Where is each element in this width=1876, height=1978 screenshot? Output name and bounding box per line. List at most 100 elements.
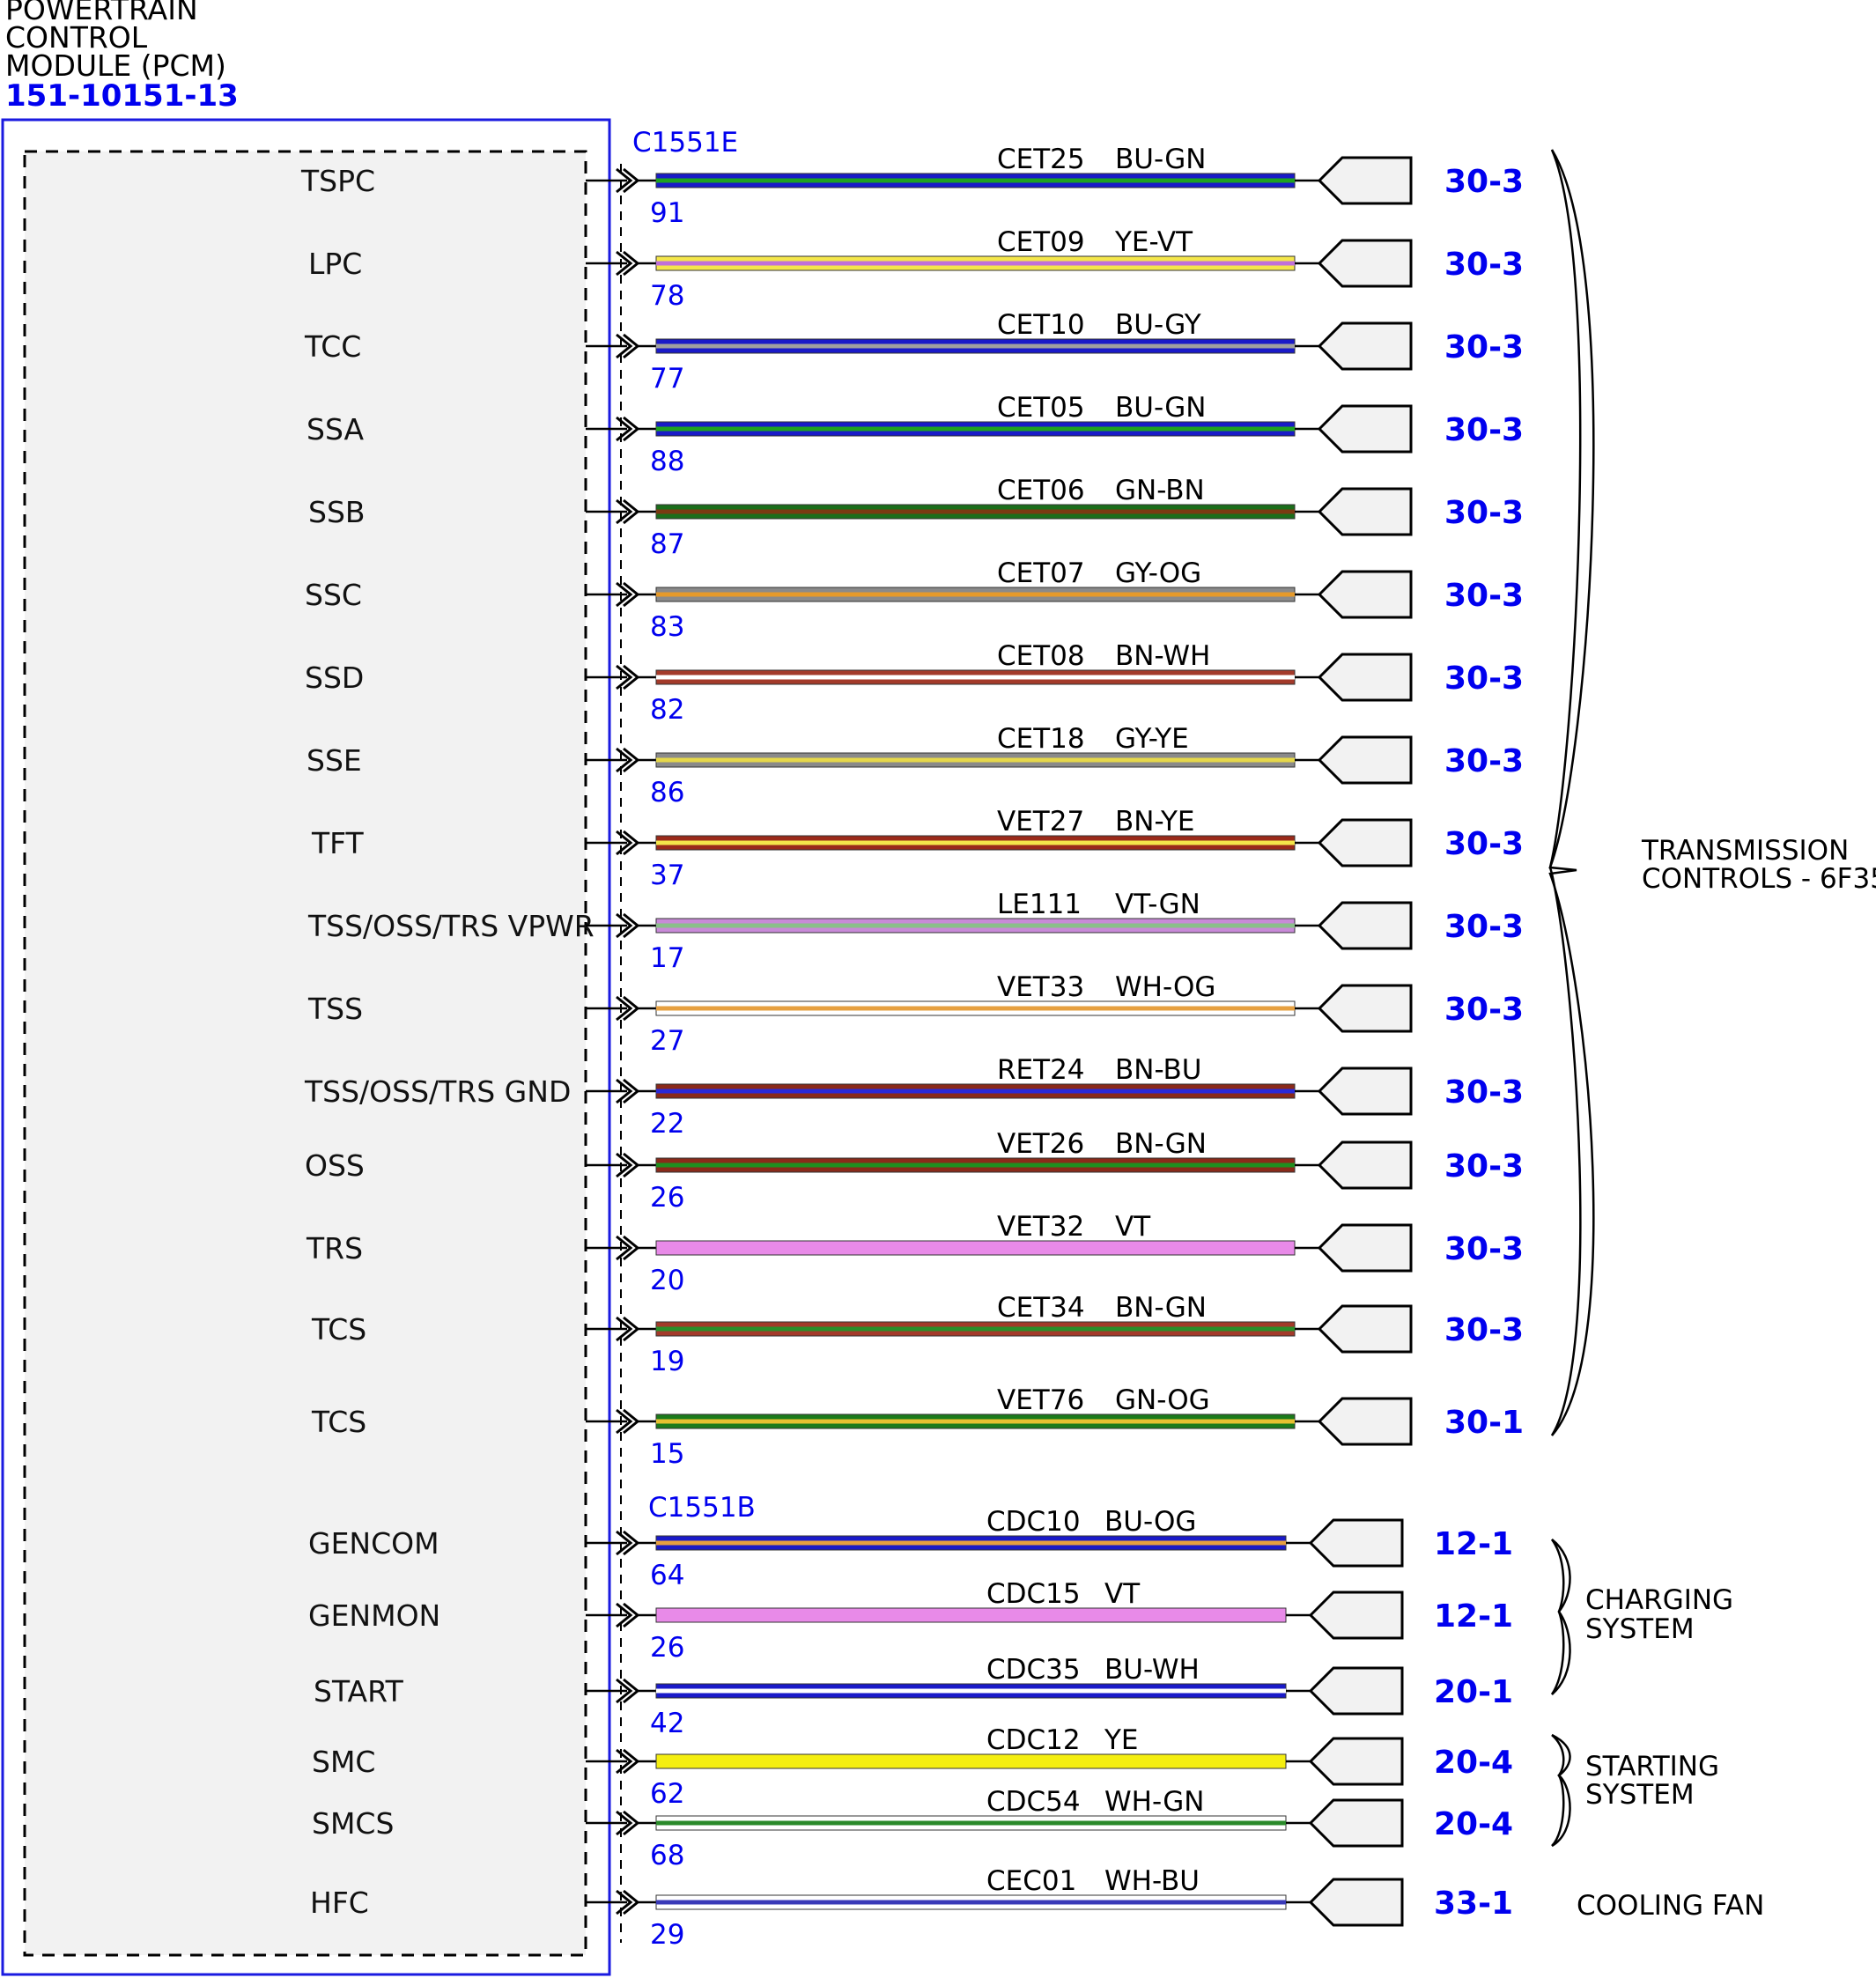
module-header: POWERTRAIN CONTROL MODULE (PCM) 151-1015… [5, 0, 239, 114]
pin-number: 64 [650, 1560, 684, 1591]
page-reference[interactable]: 30-3 [1444, 578, 1524, 614]
circuit-id: CET08 [997, 640, 1085, 672]
pin-label: TCS [311, 1405, 366, 1439]
wire-row: TCS 19 CET34 BN-GN 30-3 [311, 1292, 1524, 1377]
circuit-id: VET26 [997, 1128, 1084, 1160]
circuit-id: CEC01 [986, 1865, 1076, 1897]
pin-label: TCS [311, 1312, 366, 1347]
pin-number: 87 [650, 528, 684, 560]
page-reference[interactable]: 30-3 [1444, 1231, 1524, 1267]
connector-plug-icon [1317, 570, 1413, 619]
module-title-line: POWERTRAIN [5, 0, 198, 26]
circuit-id: CET09 [997, 226, 1085, 258]
circuit-id: CET06 [997, 475, 1085, 506]
pin-number: 20 [650, 1265, 684, 1296]
pin-label: TRS [306, 1231, 363, 1266]
circuit-id: VET32 [997, 1211, 1084, 1243]
page-reference[interactable]: 30-3 [1444, 495, 1524, 531]
pin-label: SMCS [312, 1806, 394, 1841]
brace-icon [1551, 1733, 1571, 1848]
system-label-charging: CHARGING SYSTEM [1585, 1584, 1733, 1645]
pin-label: TSS [307, 992, 363, 1026]
page-reference[interactable]: 30-3 [1444, 826, 1524, 862]
pin-label: TSS/OSS/TRS GND [304, 1074, 571, 1109]
wire-row: TSS/OSS/TRS GND 22 RET24 BN-BU 30-3 [304, 1054, 1524, 1140]
wire-color-code: BN-YE [1115, 806, 1195, 838]
wire-row: TSPC 91 CET25 BU-GN 30-3 [300, 144, 1524, 229]
wire-stripe [656, 757, 1295, 763]
pin-number: 68 [650, 1840, 684, 1871]
page-reference[interactable]: 20-4 [1434, 1806, 1513, 1842]
connector-plug-icon [1317, 735, 1413, 785]
pin-number: 15 [650, 1438, 684, 1470]
system-label-line: CONTROLS - 6F35 [1642, 863, 1876, 895]
page-reference[interactable]: 30-3 [1444, 329, 1524, 365]
brace-icon [1550, 1539, 1571, 1695]
wire-stripe [656, 1540, 1286, 1546]
connector-name: C1551B [648, 1492, 756, 1524]
page-reference[interactable]: 30-3 [1444, 247, 1524, 283]
page-reference[interactable]: 30-3 [1444, 661, 1524, 697]
page-reference[interactable]: 12-1 [1434, 1526, 1513, 1562]
wire-stripe [656, 178, 1295, 183]
pin-label: GENMON [308, 1598, 440, 1633]
wire-stripe [656, 592, 1295, 597]
wire-color-code: BN-GN [1115, 1292, 1207, 1324]
wire-stripe [656, 1820, 1286, 1826]
wire-stripe [656, 426, 1295, 432]
circuit-id: CDC35 [986, 1654, 1081, 1686]
wire-row: START 42 CDC35 BU-WH 20-1 [314, 1654, 1513, 1739]
circuit-id: CET05 [997, 392, 1085, 424]
wire-color-code: BN-GN [1115, 1128, 1207, 1160]
page-reference[interactable]: 33-1 [1434, 1886, 1513, 1922]
page-reference[interactable]: 30-3 [1444, 992, 1524, 1028]
page-reference[interactable]: 30-3 [1444, 412, 1524, 448]
wire-stripe [656, 1326, 1295, 1332]
system-label-line: SYSTEM [1585, 1779, 1695, 1811]
wire-color-code: GY-YE [1115, 723, 1189, 755]
wire-stripe [656, 840, 1295, 845]
wire-color-code: BU-GN [1115, 392, 1207, 424]
system-label-transmission: TRANSMISSION CONTROLS - 6F35 [1641, 835, 1876, 895]
page-reference[interactable]: 30-3 [1444, 1312, 1524, 1348]
wire-color-code: WH-GN [1104, 1786, 1205, 1818]
connector-name: C1551E [632, 127, 738, 159]
pin-number: 29 [650, 1919, 684, 1951]
wire-color-code: GN-OG [1115, 1384, 1210, 1416]
circuit-id: VET33 [997, 971, 1084, 1003]
page-reference[interactable]: 30-3 [1444, 164, 1524, 200]
pin-number: 17 [650, 942, 684, 974]
connector-plug-icon [1317, 901, 1413, 950]
wire-stripe [656, 1006, 1295, 1011]
wire-color-code: YE-VT [1114, 226, 1193, 258]
wire-row: SSE 86 CET18 GY-YE 30-3 [307, 723, 1524, 808]
system-label-line: STARTING [1585, 1751, 1719, 1782]
page-reference[interactable]: 20-4 [1434, 1745, 1513, 1781]
wire-color-code: VT [1115, 1211, 1151, 1243]
pin-number: 22 [650, 1108, 684, 1140]
connector-plug-icon [1317, 1066, 1413, 1116]
page-reference[interactable]: 30-1 [1444, 1405, 1524, 1441]
connector-plug-icon [1308, 1878, 1404, 1927]
wire-row: SSD 82 CET08 BN-WH 30-3 [305, 640, 1524, 726]
page-reference[interactable]: 30-3 [1444, 743, 1524, 779]
wire-stripe [656, 1089, 1295, 1094]
page-reference[interactable]: 20-1 [1434, 1674, 1513, 1710]
wire-color-code: VT-GN [1115, 889, 1200, 920]
wire-color-code: VT [1104, 1578, 1141, 1610]
connector-plug-icon [1308, 1798, 1404, 1848]
wire-stripe [656, 261, 1295, 266]
wire-color-code: BU-OG [1104, 1506, 1196, 1538]
page-reference[interactable]: 30-3 [1444, 1074, 1524, 1111]
connector-plug-icon [1308, 1591, 1404, 1640]
page-reference[interactable]: 12-1 [1434, 1598, 1513, 1635]
pin-number: 26 [650, 1182, 684, 1214]
system-label-line: TRANSMISSION [1641, 835, 1849, 867]
connector-plug-icon [1317, 653, 1413, 702]
page-reference[interactable]: 30-3 [1444, 1148, 1524, 1185]
module-title-line: CONTROL [5, 20, 148, 55]
page-reference[interactable]: 30-3 [1444, 909, 1524, 945]
wire-color-code: BN-BU [1115, 1054, 1202, 1086]
module-internal-box [23, 150, 587, 1957]
